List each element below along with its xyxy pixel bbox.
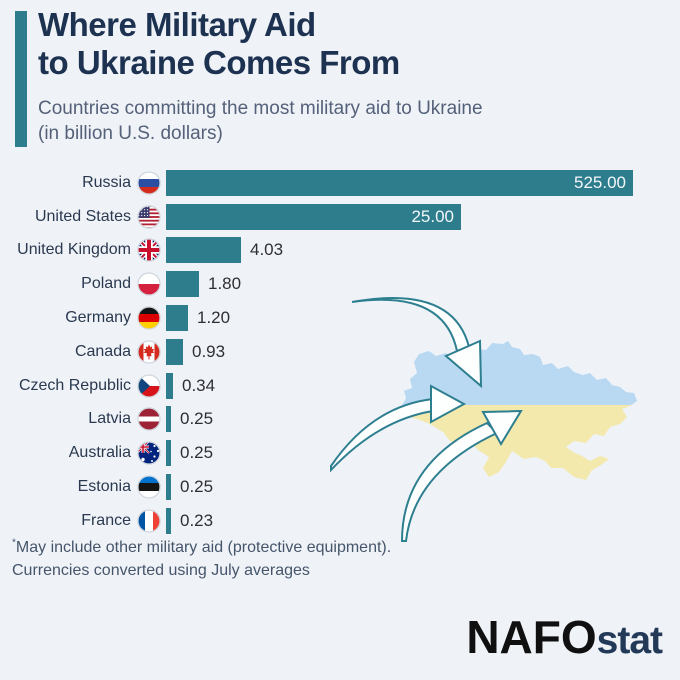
- value-bar: 525.00: [166, 169, 633, 196]
- chart-row: Latvia 0.25: [0, 403, 680, 437]
- country-label: Latvia: [88, 410, 131, 428]
- footnote-line-2: Currencies converted using July averages: [12, 562, 310, 580]
- value-label: 0.25: [180, 443, 214, 463]
- country-label: Poland: [81, 275, 131, 293]
- footnote-line-1: *May include other military aid (protect…: [12, 537, 392, 556]
- footnote: *May include other military aid (protect…: [12, 536, 391, 582]
- czech-republic-flag-icon: [137, 374, 161, 398]
- logo-stat-text: stat: [596, 619, 663, 662]
- value-bar: [166, 507, 171, 534]
- country-label: Estonia: [77, 478, 131, 496]
- country-label: Canada: [74, 342, 131, 360]
- chart-row: France 0.23: [0, 504, 680, 538]
- value-label: 4.03: [250, 240, 284, 260]
- title-line-2: to Ukraine Comes From: [38, 44, 400, 82]
- france-flag-icon: [137, 509, 161, 533]
- nafostat-logo: NAFO stat: [466, 610, 663, 664]
- value-bar: [166, 474, 171, 501]
- value-bar: [166, 440, 171, 467]
- chart-row: United Kingdom 4.03: [0, 234, 680, 268]
- country-label: United Kingdom: [17, 241, 131, 259]
- logo-nafo-text: NAFO: [466, 611, 597, 663]
- subtitle-line-2: (in billion U.S. dollars): [38, 123, 223, 145]
- united-states-flag-icon: [137, 205, 161, 229]
- value-bar: [166, 372, 173, 399]
- value-bar: [166, 237, 241, 264]
- aid-arrow-middle-icon: [330, 384, 467, 473]
- chart-row: Poland 1.80: [0, 267, 680, 301]
- chart-row: Estonia 0.25: [0, 470, 680, 504]
- page-title: Where Military Aid to Ukraine Comes From: [38, 6, 400, 83]
- chart-row: Czech Republic 0.34: [0, 369, 680, 403]
- country-label: United States: [34, 207, 131, 225]
- aid-arrow-top-icon: [351, 297, 483, 389]
- canada-flag-icon: [137, 340, 161, 364]
- chart-row: Germany 1.20: [0, 301, 680, 335]
- united-kingdom-flag-icon: [137, 238, 161, 263]
- country-label: Czech Republic: [18, 376, 131, 394]
- aid-arrows: [330, 297, 523, 542]
- value-label: 525.00: [574, 172, 626, 192]
- estonia-flag-icon: [137, 475, 161, 499]
- russia-flag-icon: [137, 171, 161, 195]
- chart-row: Canada 0.93: [0, 335, 680, 369]
- value-bar: [166, 305, 188, 332]
- chart-row: Russia 525.00: [0, 166, 680, 200]
- ukraine-map-graphic: [330, 297, 637, 542]
- value-bar: 25.00: [166, 203, 461, 230]
- value-label: 0.25: [180, 409, 214, 429]
- poland-flag-icon: [137, 272, 161, 296]
- chart-row: Australia 0.25: [0, 436, 680, 470]
- chart-row: United States 25.00: [0, 200, 680, 234]
- aid-arrow-bottom-icon: [400, 409, 523, 542]
- country-label: France: [81, 511, 131, 529]
- country-label: Russia: [82, 173, 131, 191]
- value-label: 0.25: [180, 477, 214, 497]
- country-label: Germany: [65, 309, 131, 327]
- value-label: 25.00: [411, 206, 454, 226]
- value-label: 0.34: [182, 375, 216, 395]
- germany-flag-icon: [137, 306, 161, 330]
- footnote-asterisk: *: [12, 537, 16, 549]
- ukraine-map-yellow-half: [400, 405, 632, 480]
- subtitle-line-1: Countries committing the most military a…: [38, 98, 483, 119]
- australia-flag-icon: [137, 441, 161, 465]
- bar-chart: Russia 525.00 United States 25.00 United Kin…: [0, 166, 680, 538]
- latvia-flag-icon: [137, 407, 161, 432]
- title-line-1: Where Military Aid: [38, 6, 316, 43]
- value-label: 1.80: [208, 274, 242, 294]
- value-label: 0.93: [192, 341, 226, 361]
- value-label: 0.23: [180, 510, 214, 530]
- value-bar: [166, 271, 199, 298]
- country-label: Australia: [68, 444, 131, 462]
- value-bar: [166, 338, 183, 365]
- value-label: 1.20: [197, 308, 231, 328]
- title-accent-bar: [15, 11, 27, 147]
- value-bar: [166, 406, 171, 433]
- chart-subtitle: Countries committing the most military a…: [38, 96, 483, 146]
